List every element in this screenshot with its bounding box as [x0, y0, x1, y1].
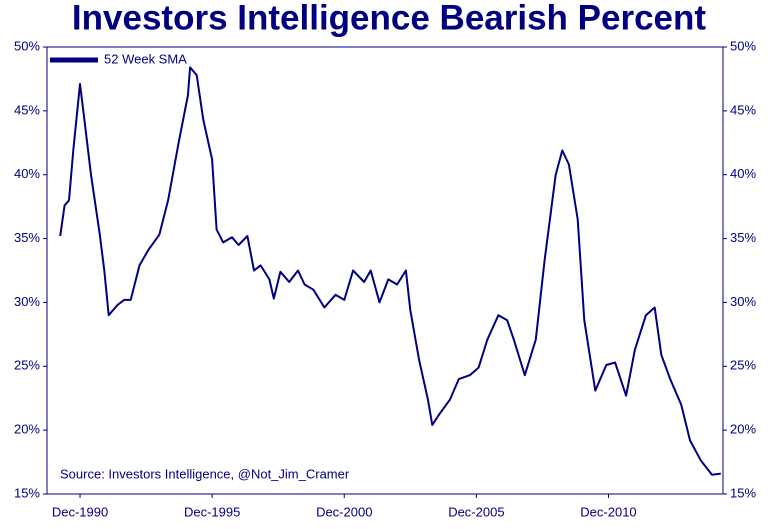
- y-tick-label: 25%: [14, 358, 40, 373]
- y2-tick-label: 20%: [730, 422, 756, 437]
- plot-frame: [46, 46, 724, 495]
- y-tick-label: 30%: [14, 294, 40, 309]
- legend-label: 52 Week SMA: [104, 51, 187, 66]
- y2-tick-label: 15%: [730, 485, 756, 500]
- y2-tick-label: 30%: [730, 294, 756, 309]
- y-tick-label: 45%: [14, 102, 40, 117]
- y2-tick-label: 25%: [730, 358, 756, 373]
- y-tick-label: 15%: [14, 485, 40, 500]
- y2-tick-label: 45%: [730, 102, 756, 117]
- y2-tick-label: 50%: [730, 38, 756, 53]
- y-tick-label: 20%: [14, 422, 40, 437]
- y2-tick-label: 35%: [730, 230, 756, 245]
- x-tick-label: Dec-2010: [580, 504, 636, 519]
- x-tick-label: Dec-1990: [52, 504, 108, 519]
- x-tick-label: Dec-2000: [316, 504, 372, 519]
- y2-tick-label: 40%: [730, 166, 756, 181]
- source-note: Source: Investors Intelligence, @Not_Jim…: [60, 466, 350, 481]
- y-tick-label: 40%: [14, 166, 40, 181]
- x-tick-label: Dec-2005: [448, 504, 504, 519]
- y-tick-label: 35%: [14, 230, 40, 245]
- y-tick-label: 50%: [14, 38, 40, 53]
- chart-title: Investors Intelligence Bearish Percent: [72, 0, 706, 37]
- series-line: [59, 66, 721, 476]
- x-tick-label: Dec-1995: [184, 504, 240, 519]
